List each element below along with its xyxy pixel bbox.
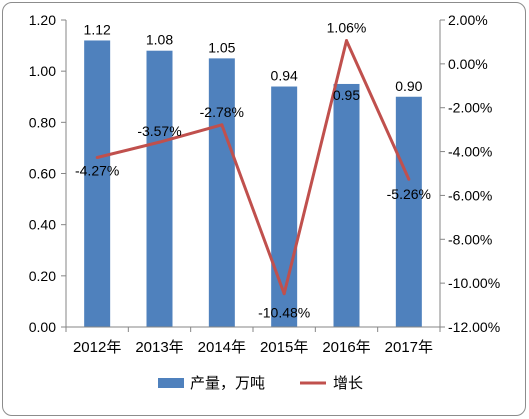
bar-series-group [84,40,422,328]
bar-2014年 [208,58,235,327]
y-left-tick-label: 0.80 [29,114,56,130]
y-right-tick-label: -10.00% [448,275,500,291]
bar-value-label: 1.08 [146,32,173,48]
y-left-tick-label: 0.20 [29,268,56,284]
x-tick-label: 2017年 [385,339,433,356]
y-left-tick-label: 0.00 [29,319,56,335]
growth-line [96,39,411,296]
bar-2017年 [395,96,422,327]
x-tick-label: 2014年 [198,339,246,356]
x-tick-label: 2013年 [135,339,183,356]
bar-2015年 [271,86,298,328]
x-tick-label: 2016年 [322,339,370,356]
line-series-group [95,39,411,296]
y-left-tick-label: 1.20 [29,12,56,28]
y-left-tick-label: 0.60 [29,166,56,182]
bar-value-label: 0.94 [271,68,298,84]
line-value-label: 1.06% [327,20,367,36]
legend-swatch-bar [158,378,184,388]
y-right-tick-label: -2.00% [448,100,492,116]
line-value-label: -4.27% [75,162,119,178]
line-value-label: -10.48% [258,305,310,321]
growth-point-2016年 [345,39,348,43]
y-left-tick-label: 1.00 [29,63,56,79]
bar-value-label: 0.95 [333,87,360,103]
y-right-tick-label: -4.00% [448,144,492,160]
bar-2013年 [146,50,173,327]
y-right-tick-label: 0.00% [448,56,488,72]
y-right-tick-label: -12.00% [448,319,500,335]
line-value-label: -3.57% [137,123,181,139]
growth-point-2012年 [95,155,99,159]
bar-value-label: 0.90 [395,78,422,94]
growth-point-2015年 [282,292,286,296]
y-right-tick-label: -6.00% [448,187,492,203]
legend: 产量，万吨 增长 [158,375,363,392]
axes-group: 0.00 0.20 0.40 0.60 0.80 1.00 1.20 -12.00% -10.0… [29,12,500,356]
line-value-label: -5.26% [387,186,431,202]
x-tick-label: 2012年 [73,339,121,356]
y-left-tick-label: 0.40 [29,217,56,233]
bar-value-label: 1.05 [208,39,235,55]
bar-2016年 [333,83,360,327]
growth-point-2014年 [220,123,224,127]
bar-2012年 [84,40,111,327]
y-right-tick-label: -8.00% [448,231,492,247]
y-right-tick-label: 2.00% [448,12,488,28]
legend-label-line: 增长 [333,375,363,392]
bar-value-label: 1.12 [84,21,111,37]
growth-point-2013年 [158,140,161,144]
growth-point-2017年 [407,177,411,181]
legend-label-bar: 产量，万吨 [190,375,265,392]
line-value-label: -2.78% [200,104,244,120]
x-tick-label: 2015年 [260,339,308,356]
data-labels-group: 1.12 1.08 1.05 0.94 0.95 0.90 -4.27% -3.57% -2.7… [75,20,431,321]
